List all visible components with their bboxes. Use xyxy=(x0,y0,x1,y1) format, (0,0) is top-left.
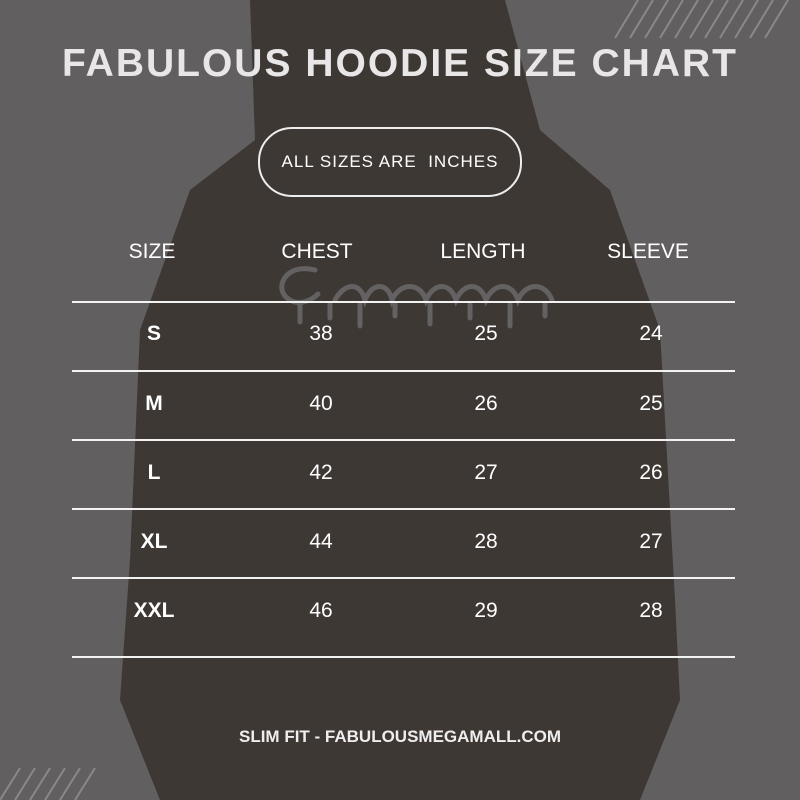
chest-cell: 46 xyxy=(309,599,333,622)
chest-cell: 42 xyxy=(309,461,333,484)
size-cell: M xyxy=(145,392,163,415)
length-cell: 28 xyxy=(474,530,498,553)
size-cell: XXL xyxy=(133,599,175,622)
length-cell: 25 xyxy=(474,322,498,345)
page-title: FABULOUS HOODIE SIZE CHART xyxy=(61,42,739,85)
table-divider xyxy=(72,577,735,579)
length-cell: 26 xyxy=(474,392,498,415)
sleeve-cell: 25 xyxy=(639,392,663,415)
length-cell: 29 xyxy=(474,599,498,622)
sleeve-cell: 24 xyxy=(639,322,663,345)
size-cell: L xyxy=(147,461,161,484)
sleeve-cell: 27 xyxy=(639,530,663,553)
sleeve-cell: 26 xyxy=(639,461,663,484)
header-chest: CHEST xyxy=(281,240,353,263)
table-divider xyxy=(72,370,735,372)
chest-cell: 40 xyxy=(309,392,333,415)
table-divider xyxy=(72,301,735,303)
table-divider xyxy=(72,439,735,441)
sleeve-cell: 28 xyxy=(639,599,663,622)
header-size: SIZE xyxy=(128,240,176,263)
length-cell: 27 xyxy=(474,461,498,484)
chest-cell: 38 xyxy=(309,322,333,345)
unit-note-badge: ALL SIZES ARE INCHES xyxy=(258,127,522,197)
decorative-hatch-bottom-left xyxy=(0,767,96,800)
size-cell: S xyxy=(146,322,162,345)
table-divider xyxy=(72,656,735,658)
hoodie-model-silhouette xyxy=(120,0,680,800)
champion-logo xyxy=(279,266,555,329)
size-cell: XL xyxy=(140,530,168,553)
chest-cell: 44 xyxy=(309,530,333,553)
decorative-hatch-top-right xyxy=(614,0,789,39)
table-divider xyxy=(72,508,735,510)
header-length: LENGTH xyxy=(440,240,526,263)
header-sleeve: SLEEVE xyxy=(607,240,689,263)
footer-note: SLIM FIT - FABULOUSMEGAMALL.COM xyxy=(238,727,562,746)
